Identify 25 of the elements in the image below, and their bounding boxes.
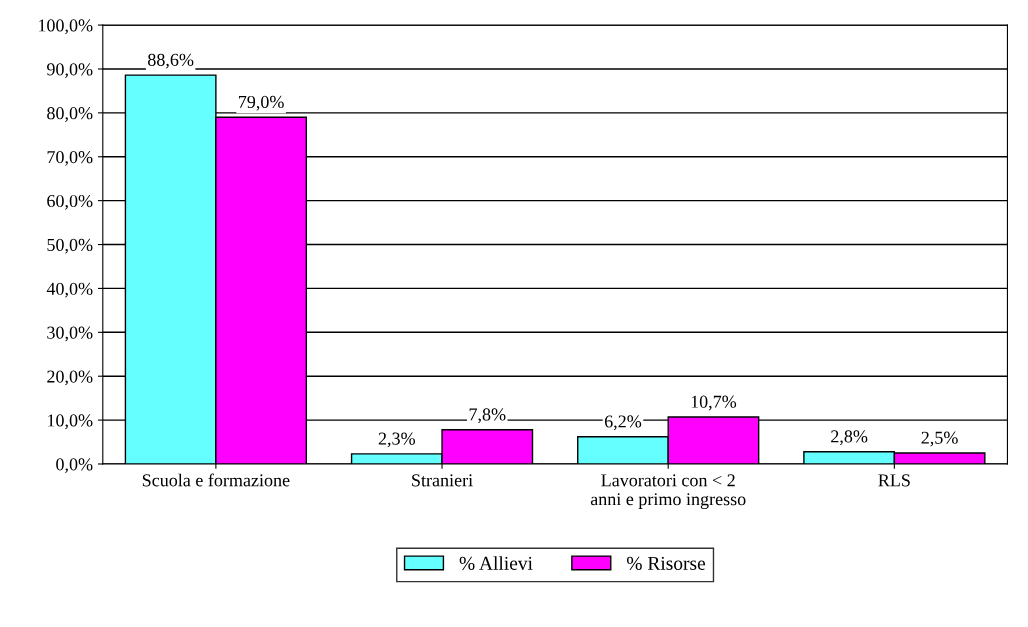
- x-tick-label: RLS: [878, 474, 910, 487]
- data-label: 10,7%: [691, 395, 737, 411]
- data-label: 6,2%: [604, 415, 642, 431]
- y-tick-label: 40,0%: [46, 282, 93, 298]
- data-label: 7,8%: [469, 408, 506, 424]
- data-label: 79,0%: [238, 95, 284, 111]
- x-tick-label: Scuola e formazione: [142, 473, 290, 487]
- legend-label: % Allievi: [459, 556, 533, 570]
- y-tick-label: 90,0%: [47, 63, 93, 79]
- y-tick-label: 0,0%: [56, 458, 93, 474]
- y-tick-label: 20,0%: [47, 370, 93, 386]
- x-tick-label: Stranieri: [412, 474, 473, 487]
- data-label: 88,6%: [148, 53, 194, 69]
- y-tick-label: 60,0%: [47, 194, 93, 210]
- y-tick-label: 70,0%: [47, 151, 93, 166]
- y-tick-label: 50,0%: [47, 238, 93, 254]
- data-label: 2,8%: [831, 430, 868, 446]
- data-label: 2,5%: [921, 431, 958, 447]
- data-label: 2,3%: [378, 432, 415, 448]
- y-tick-label: 10,0%: [48, 414, 93, 430]
- x-tick-label: Lavoratori con < 2 anni e primo ingresso: [590, 474, 746, 510]
- y-tick-label: 100,0%: [39, 19, 93, 35]
- y-tick-label: 80,0%: [47, 107, 93, 122]
- y-tick-label: 30,0%: [47, 326, 93, 342]
- legend-label: % Risorse: [626, 556, 706, 570]
